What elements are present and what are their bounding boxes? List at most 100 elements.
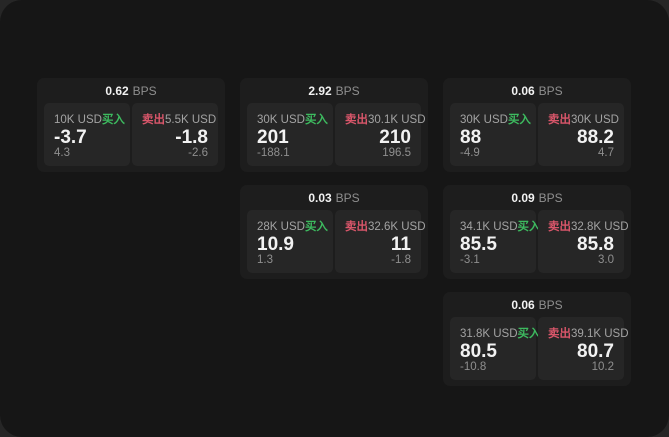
buy-delta: -4.9 bbox=[460, 147, 480, 159]
card-header: 0.62 BPS bbox=[37, 78, 225, 103]
buy-delta: -188.1 bbox=[257, 147, 290, 159]
card-grid: 0.62 BPS 10K USD 买入 -3.7 4.3 卖出 5.5K USD… bbox=[37, 78, 631, 386]
quote-card: 0.06 BPS 31.8K USD 买入 80.5 -10.8 卖出 39.1… bbox=[443, 292, 631, 386]
sell-tile-header: 卖出 30.1K USD bbox=[345, 111, 426, 127]
card-body: 30K USD 买入 201 -188.1 卖出 30.1K USD 210 1… bbox=[240, 103, 428, 172]
sell-quote-tile[interactable]: 卖出 32.6K USD 11 -1.8 bbox=[335, 210, 426, 273]
buy-notional: 31.8K USD bbox=[460, 328, 518, 340]
buy-quote-tile[interactable]: 34.1K USD 买入 85.5 -3.1 bbox=[450, 210, 541, 273]
quote-card: 2.92 BPS 30K USD 买入 201 -188.1 卖出 30.1K … bbox=[240, 78, 428, 172]
card-body: 28K USD 买入 10.9 1.3 卖出 32.6K USD 11 -1.8 bbox=[240, 210, 428, 279]
sell-delta: -1.8 bbox=[391, 254, 411, 266]
buy-quote-tile[interactable]: 31.8K USD 买入 80.5 -10.8 bbox=[450, 317, 541, 380]
quote-card: 0.09 BPS 34.1K USD 买入 85.5 -3.1 卖出 32.8K… bbox=[443, 185, 631, 279]
buy-delta: -3.1 bbox=[460, 254, 480, 266]
sell-price: 80.7 bbox=[577, 341, 614, 362]
bps-value: 2.92 bbox=[308, 83, 332, 98]
buy-tile-header: 31.8K USD 买入 bbox=[460, 325, 541, 341]
card-body: 10K USD 买入 -3.7 4.3 卖出 5.5K USD -1.8 -2.… bbox=[37, 103, 225, 172]
sell-notional: 30.1K USD bbox=[368, 114, 426, 126]
bps-unit-label: BPS bbox=[538, 297, 563, 312]
sell-notional: 32.8K USD bbox=[571, 221, 629, 233]
sell-tile-header: 卖出 32.6K USD bbox=[345, 218, 426, 234]
sell-tile-header: 卖出 5.5K USD bbox=[142, 111, 216, 127]
card-body: 34.1K USD 买入 85.5 -3.1 卖出 32.8K USD 85.8… bbox=[443, 210, 631, 279]
sell-price: 88.2 bbox=[577, 127, 614, 148]
buy-delta: 4.3 bbox=[54, 147, 70, 159]
buy-price: 85.5 bbox=[460, 234, 497, 255]
sell-side-label: 卖出 bbox=[345, 221, 368, 233]
buy-quote-tile[interactable]: 30K USD 买入 201 -188.1 bbox=[247, 103, 333, 166]
buy-side-label: 买入 bbox=[507, 114, 531, 126]
buy-side-label: 买入 bbox=[101, 114, 125, 126]
sell-quote-tile[interactable]: 卖出 32.8K USD 85.8 3.0 bbox=[538, 210, 629, 273]
bps-value: 0.09 bbox=[511, 190, 535, 205]
sell-quote-tile[interactable]: 卖出 30K USD 88.2 4.7 bbox=[538, 103, 624, 166]
buy-quote-tile[interactable]: 28K USD 买入 10.9 1.3 bbox=[247, 210, 333, 273]
sell-tile-header: 卖出 32.8K USD bbox=[548, 218, 629, 234]
sell-tile-header: 卖出 39.1K USD bbox=[548, 325, 629, 341]
sell-price: 85.8 bbox=[577, 234, 614, 255]
sell-quote-tile[interactable]: 卖出 39.1K USD 80.7 10.2 bbox=[538, 317, 629, 380]
bps-unit-label: BPS bbox=[538, 190, 563, 205]
sell-side-label: 卖出 bbox=[142, 114, 165, 126]
buy-quote-tile[interactable]: 10K USD 买入 -3.7 4.3 bbox=[44, 103, 130, 166]
quote-card: 0.06 BPS 30K USD 买入 88 -4.9 卖出 30K USD 8… bbox=[443, 78, 631, 172]
buy-price: -3.7 bbox=[54, 127, 87, 148]
sell-notional: 30K USD bbox=[571, 114, 619, 126]
buy-price: 88 bbox=[460, 127, 482, 148]
card-header: 0.06 BPS bbox=[443, 292, 631, 317]
buy-notional: 10K USD bbox=[54, 114, 102, 126]
quote-card: 0.62 BPS 10K USD 买入 -3.7 4.3 卖出 5.5K USD… bbox=[37, 78, 225, 172]
card-header: 2.92 BPS bbox=[240, 78, 428, 103]
sell-delta: 10.2 bbox=[591, 361, 614, 373]
buy-notional: 30K USD bbox=[460, 114, 508, 126]
bps-value: 0.06 bbox=[511, 83, 535, 98]
card-header: 0.03 BPS bbox=[240, 185, 428, 210]
sell-side-label: 卖出 bbox=[548, 221, 571, 233]
sell-notional: 5.5K USD bbox=[165, 114, 217, 126]
buy-tile-header: 10K USD 买入 bbox=[54, 111, 125, 127]
buy-price: 80.5 bbox=[460, 341, 497, 362]
card-body: 30K USD 买入 88 -4.9 卖出 30K USD 88.2 4.7 bbox=[443, 103, 631, 172]
quote-card: 0.03 BPS 28K USD 买入 10.9 1.3 卖出 32.6K US… bbox=[240, 185, 428, 279]
buy-tile-header: 30K USD 买入 bbox=[257, 111, 328, 127]
sell-price: 11 bbox=[390, 234, 411, 255]
bps-unit-label: BPS bbox=[132, 83, 157, 98]
bps-value: 0.62 bbox=[105, 83, 129, 98]
sell-tile-header: 卖出 30K USD bbox=[548, 111, 619, 127]
sell-delta: -2.6 bbox=[188, 147, 208, 159]
sell-side-label: 卖出 bbox=[548, 328, 571, 340]
bps-unit-label: BPS bbox=[335, 190, 360, 205]
buy-side-label: 买入 bbox=[304, 114, 328, 126]
bps-unit-label: BPS bbox=[538, 83, 563, 98]
buy-quote-tile[interactable]: 30K USD 买入 88 -4.9 bbox=[450, 103, 536, 166]
buy-notional: 28K USD bbox=[257, 221, 305, 233]
sell-price: -1.8 bbox=[175, 127, 208, 148]
buy-delta: -10.8 bbox=[460, 361, 487, 373]
buy-notional: 30K USD bbox=[257, 114, 305, 126]
sell-delta: 196.5 bbox=[382, 147, 411, 159]
sell-notional: 32.6K USD bbox=[368, 221, 426, 233]
buy-notional: 34.1K USD bbox=[460, 221, 518, 233]
bps-value: 0.06 bbox=[511, 297, 535, 312]
sell-delta: 4.7 bbox=[598, 147, 614, 159]
bps-value: 0.03 bbox=[308, 190, 332, 205]
sell-quote-tile[interactable]: 卖出 5.5K USD -1.8 -2.6 bbox=[132, 103, 218, 166]
buy-delta: 1.3 bbox=[257, 254, 273, 266]
buy-tile-header: 34.1K USD 买入 bbox=[460, 218, 541, 234]
card-header: 0.09 BPS bbox=[443, 185, 631, 210]
sell-quote-tile[interactable]: 卖出 30.1K USD 210 196.5 bbox=[335, 103, 426, 166]
buy-tile-header: 30K USD 买入 bbox=[460, 111, 531, 127]
card-body: 31.8K USD 买入 80.5 -10.8 卖出 39.1K USD 80.… bbox=[443, 317, 631, 386]
buy-tile-header: 28K USD 买入 bbox=[257, 218, 328, 234]
sell-delta: 3.0 bbox=[598, 254, 614, 266]
sell-side-label: 卖出 bbox=[345, 114, 368, 126]
buy-price: 201 bbox=[257, 127, 289, 148]
buy-side-label: 买入 bbox=[517, 328, 541, 340]
sell-notional: 39.1K USD bbox=[571, 328, 629, 340]
sell-side-label: 卖出 bbox=[548, 114, 571, 126]
buy-side-label: 买入 bbox=[517, 221, 541, 233]
